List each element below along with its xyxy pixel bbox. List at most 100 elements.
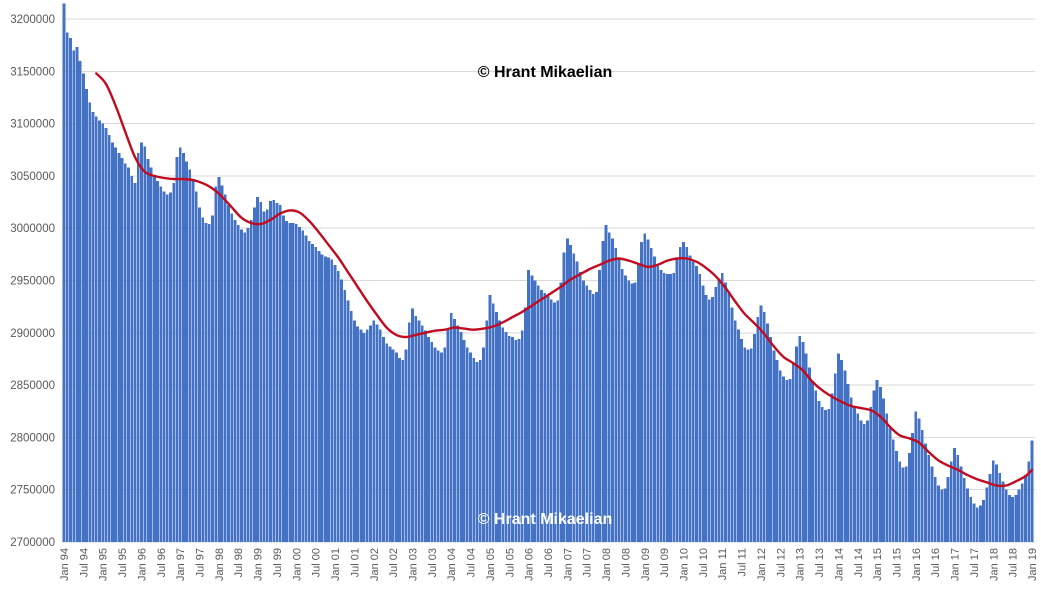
- bar: [94, 116, 98, 542]
- y-axis-tick-label: 3150000: [10, 66, 55, 78]
- bar: [462, 340, 466, 542]
- bar: [359, 329, 363, 542]
- bar: [624, 275, 627, 542]
- bar: [995, 464, 998, 542]
- bar: [672, 273, 676, 542]
- bar: [536, 285, 540, 542]
- bar: [417, 320, 421, 542]
- bar: [353, 320, 356, 542]
- x-axis-tick-label: Jul 96: [156, 548, 168, 577]
- bar: [627, 280, 631, 542]
- x-axis-tick-label: Jul 15: [892, 548, 904, 577]
- bar: [756, 317, 760, 542]
- bar: [827, 409, 831, 542]
- bar: [311, 243, 314, 542]
- bar: [943, 488, 947, 542]
- bar: [820, 407, 824, 542]
- x-axis-tick-label: Jul 98: [233, 548, 245, 577]
- bar: [991, 460, 995, 542]
- bar: [262, 211, 266, 542]
- bar: [269, 201, 272, 542]
- y-axis-tick-label: 3000000: [10, 223, 55, 235]
- bar: [443, 347, 447, 542]
- bar: [665, 274, 669, 542]
- bar: [640, 241, 643, 543]
- x-axis-tick-label: Jul 03: [427, 548, 439, 577]
- bar: [185, 161, 189, 542]
- bar: [498, 320, 501, 542]
- x-axis-tick-label: Jan 19: [1027, 548, 1039, 581]
- bar: [175, 157, 179, 542]
- x-axis-tick-label: Jan 18: [988, 548, 1000, 581]
- bar: [127, 167, 130, 542]
- bar: [114, 147, 118, 542]
- bar: [585, 285, 589, 542]
- bar: [317, 251, 321, 542]
- x-axis-tick-label: Jul 05: [504, 548, 516, 577]
- bar: [846, 384, 850, 542]
- bar: [140, 142, 143, 542]
- bar: [475, 362, 479, 542]
- bar: [743, 347, 747, 542]
- bar: [788, 378, 792, 542]
- bar: [785, 379, 789, 542]
- x-axis-tick-label: Jan 10: [679, 548, 691, 581]
- bar: [595, 292, 598, 542]
- bar: [372, 320, 376, 542]
- bar: [220, 185, 224, 542]
- bar: [327, 257, 330, 542]
- bar: [1014, 494, 1018, 542]
- bar: [720, 273, 724, 542]
- bar: [662, 273, 666, 542]
- bar: [520, 330, 524, 542]
- bar: [149, 167, 153, 542]
- bar: [514, 340, 518, 542]
- bar: [604, 225, 608, 542]
- bar: [75, 47, 79, 543]
- bar: [282, 215, 285, 542]
- bar: [704, 295, 708, 542]
- bar: [81, 73, 85, 542]
- bar: [294, 224, 298, 542]
- bar: [778, 370, 782, 542]
- bar: [565, 238, 569, 542]
- bar: [875, 379, 879, 542]
- bar: [540, 289, 543, 542]
- x-axis-tick-label: Jul 17: [969, 548, 981, 577]
- bar: [69, 37, 72, 542]
- watermark-top: © Hrant Mikaelian: [478, 64, 613, 81]
- bar: [772, 350, 776, 542]
- bar: [72, 50, 76, 542]
- bar: [549, 299, 553, 542]
- bar: [362, 332, 366, 542]
- bar: [517, 339, 521, 542]
- y-axis-tick-label: 2700000: [10, 537, 55, 549]
- bar: [117, 152, 121, 542]
- bar: [162, 191, 166, 542]
- bar: [607, 232, 611, 542]
- bar: [278, 205, 282, 542]
- bar: [404, 349, 408, 542]
- bar: [730, 307, 734, 542]
- bar: [249, 219, 253, 542]
- bar: [507, 335, 511, 542]
- bar: [736, 329, 740, 542]
- bar: [1030, 440, 1034, 542]
- bar: [78, 60, 82, 543]
- x-axis-tick-label: Jan 97: [175, 548, 187, 581]
- bar: [256, 196, 259, 542]
- bar: [301, 230, 305, 543]
- bar: [504, 331, 508, 542]
- bar: [172, 183, 176, 542]
- bar: [691, 261, 695, 542]
- bar: [698, 274, 702, 542]
- y-axis-tick-label: 2900000: [10, 328, 55, 340]
- bar: [830, 393, 834, 542]
- bar: [559, 282, 563, 542]
- bar: [878, 387, 882, 542]
- bar: [430, 342, 434, 542]
- bar: [1011, 497, 1015, 542]
- bar: [917, 418, 921, 542]
- bar: [675, 259, 679, 542]
